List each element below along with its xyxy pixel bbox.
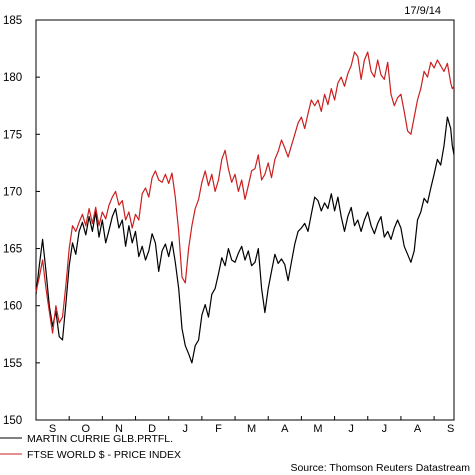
series-line-martin-currie: [35, 116, 455, 364]
source-note: Source: Thomson Reuters Datastream: [290, 462, 470, 474]
y-tick-label: 175: [3, 129, 22, 141]
x-axis-ticks: [35, 416, 435, 420]
x-tick-label: O: [81, 423, 90, 435]
x-tick-label: M: [247, 423, 256, 435]
plot-frame: [35, 19, 455, 421]
y-tick-label: 150: [3, 415, 22, 427]
y-tick-label: 155: [3, 358, 22, 370]
x-tick-label: S: [447, 423, 454, 435]
y-tick-label: 160: [3, 301, 22, 313]
legend-item-martin-currie: MARTIN CURRIE GLB.PRTFL.: [0, 433, 173, 445]
y-tick-label: 180: [3, 72, 22, 84]
x-tick-label: A: [414, 423, 422, 435]
y-tick-label: 170: [3, 186, 22, 198]
legend: MARTIN CURRIE GLB.PRTFL. FTSE WORLD $ - …: [0, 433, 181, 461]
series-lines: [35, 51, 455, 364]
x-tick-label: S: [49, 423, 56, 435]
plot-area: [35, 19, 455, 421]
x-tick-label: F: [215, 423, 222, 435]
y-axis-ticks: [36, 19, 40, 421]
x-tick-label: A: [281, 423, 289, 435]
y-axis-labels: 150 155 160 165 170 175 180 185: [3, 15, 22, 427]
legend-label-martin-currie: MARTIN CURRIE GLB.PRTFL.: [27, 433, 173, 445]
series-line-ftse-world: [35, 51, 455, 334]
x-tick-label: J: [183, 423, 189, 435]
x-tick-label: J: [382, 423, 388, 435]
x-tick-label: M: [313, 423, 322, 435]
x-tick-label: D: [148, 423, 156, 435]
legend-item-ftse-world: FTSE WORLD $ - PRICE INDEX: [0, 449, 181, 461]
y-tick-label: 165: [3, 244, 22, 256]
legend-label-ftse-world: FTSE WORLD $ - PRICE INDEX: [27, 449, 181, 461]
chart-date-label: 17/9/14: [404, 5, 441, 17]
y-tick-label: 185: [3, 15, 22, 27]
x-tick-label: N: [115, 423, 123, 435]
x-tick-label: J: [348, 423, 354, 435]
